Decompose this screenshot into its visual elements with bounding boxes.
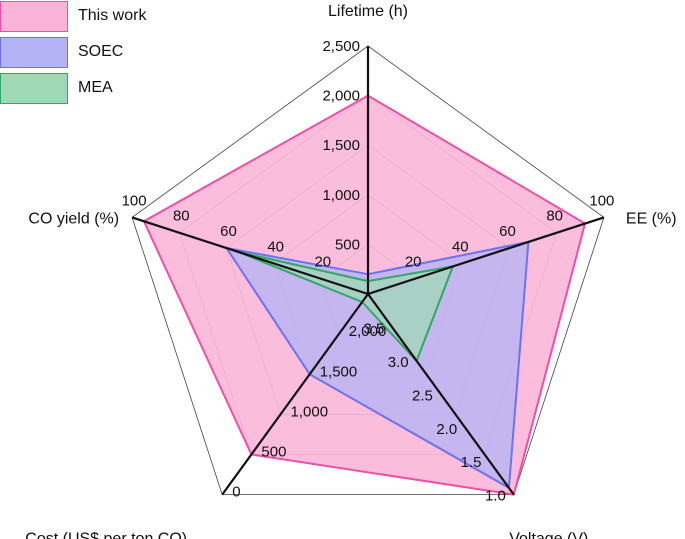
tick-label-3-0: 2,000 xyxy=(349,323,387,340)
tick-label-2-3: 2.0 xyxy=(436,421,457,438)
tick-label-4-1: 40 xyxy=(267,238,284,255)
tick-label-4-4: 100 xyxy=(122,192,147,209)
legend: This work SOEC MEA xyxy=(0,0,150,108)
tick-label-1-1: 40 xyxy=(452,238,469,255)
tick-label-0-0: 500 xyxy=(335,236,360,253)
legend-swatch-0 xyxy=(0,1,68,32)
legend-swatch-2 xyxy=(0,73,68,104)
tick-label-0-3: 2,000 xyxy=(322,88,360,105)
axis-title-2: Voltage (V) xyxy=(509,531,588,539)
series-area-1 xyxy=(225,240,530,489)
legend-item-0: This work xyxy=(0,0,150,36)
tick-label-4-2: 60 xyxy=(220,223,237,240)
tick-label-3-1: 1,500 xyxy=(320,363,358,380)
axis-title-3: Cost (US$ per ton CO) xyxy=(25,531,187,539)
tick-label-4-3: 80 xyxy=(173,208,190,225)
tick-label-2-0: 3.5 xyxy=(363,320,384,337)
axis-line-2 xyxy=(367,293,515,496)
tick-label-3-3: 500 xyxy=(261,444,286,461)
legend-label-0: This work xyxy=(78,7,147,24)
outer-frame xyxy=(131,45,605,496)
axis-title-4: CO yield (%) xyxy=(28,210,119,227)
legend-item-2: MEA xyxy=(0,72,150,108)
legend-label-1: SOEC xyxy=(78,43,124,60)
axis-line-3 xyxy=(221,293,369,496)
axis-line-4 xyxy=(131,216,369,296)
tick-label-3-4: 0 xyxy=(232,484,240,501)
axis-line-1 xyxy=(367,216,605,296)
tick-label-0-4: 2,500 xyxy=(322,38,360,55)
tick-label-1-0: 20 xyxy=(405,254,422,271)
tick-label-2-5: 1.0 xyxy=(485,488,506,505)
tick-label-4-0: 20 xyxy=(314,254,331,271)
legend-label-2: MEA xyxy=(78,79,113,96)
tick-label-2-2: 2.5 xyxy=(412,387,433,404)
series-area-2 xyxy=(237,250,454,362)
tick-label-1-3: 80 xyxy=(546,208,563,225)
axis-title-1: EE (%) xyxy=(626,210,677,227)
legend-swatch-1 xyxy=(0,37,68,68)
tick-label-3-2: 1,000 xyxy=(291,403,329,420)
tick-label-2-4: 1.5 xyxy=(461,454,482,471)
tick-label-2-1: 3.0 xyxy=(388,354,409,371)
axis-title-0: Lifetime (h) xyxy=(328,3,408,20)
legend-item-1: SOEC xyxy=(0,36,150,72)
tick-label-0-2: 1,500 xyxy=(322,137,360,154)
tick-label-1-2: 60 xyxy=(499,223,516,240)
tick-label-1-4: 100 xyxy=(589,192,614,209)
tick-label-0-1: 1,000 xyxy=(322,187,360,204)
